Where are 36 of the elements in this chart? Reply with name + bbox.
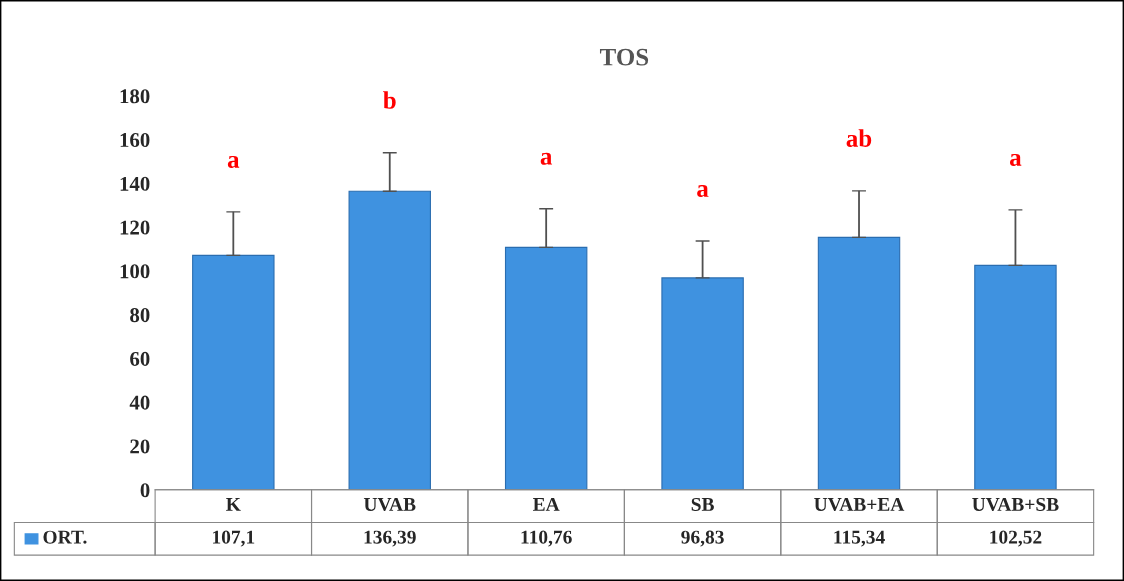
bar bbox=[192, 254, 275, 490]
y-tick-label: 0 bbox=[140, 483, 150, 498]
y-tick-label: 40 bbox=[129, 395, 150, 410]
bar bbox=[974, 264, 1057, 490]
annotation: a bbox=[697, 185, 709, 197]
annotation: ab bbox=[846, 129, 872, 147]
annotation: a bbox=[1009, 153, 1022, 166]
y-tick-label: 120 bbox=[120, 220, 150, 235]
bar bbox=[661, 277, 744, 490]
y-tick-label: 20 bbox=[130, 439, 150, 454]
bar bbox=[817, 236, 901, 490]
y-tick-label: 140 bbox=[120, 176, 150, 191]
y-tick-label: 180 bbox=[120, 89, 150, 104]
y-tick-label: 100 bbox=[120, 264, 150, 279]
annotation: a bbox=[540, 152, 553, 165]
data-label: 96,83 bbox=[681, 530, 724, 547]
data-label: 102,52 bbox=[990, 530, 1042, 547]
x-tick-label: UVAB+SB bbox=[972, 497, 1059, 512]
x-tick-label: UVAB bbox=[363, 497, 416, 512]
annotation: b bbox=[383, 91, 396, 109]
annotation: a bbox=[227, 155, 240, 168]
data-label: 107,1 bbox=[213, 530, 255, 547]
x-tick-label: UVAB+EA bbox=[814, 497, 905, 512]
bar bbox=[348, 190, 431, 490]
y-tick-label: 80 bbox=[130, 308, 150, 323]
data-label: 115,34 bbox=[834, 530, 885, 547]
x-tick-label: EA bbox=[533, 497, 560, 511]
legend-label: ORT. bbox=[43, 530, 87, 544]
data-label: 136,39 bbox=[364, 530, 416, 547]
x-tick-label: SB bbox=[691, 497, 714, 511]
x-tick-label: K bbox=[226, 498, 241, 511]
chart-title: TOS bbox=[599, 48, 649, 66]
data-label: 110,76 bbox=[521, 530, 572, 547]
y-tick-label: 160 bbox=[120, 133, 150, 148]
bar bbox=[504, 246, 588, 490]
y-tick-label: 60 bbox=[130, 351, 150, 366]
